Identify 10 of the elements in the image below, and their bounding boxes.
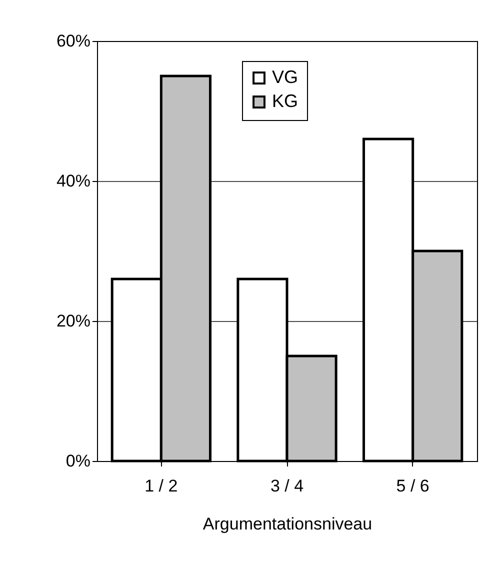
y-tick-label: 40%	[56, 172, 90, 190]
x-axis-title: Argumentationsniveau	[202, 514, 372, 534]
y-tick-label: 20%	[56, 312, 90, 330]
y-tick-label: 0%	[66, 452, 90, 470]
x-tick-label: 5 / 6	[396, 476, 430, 496]
legend-label: VG	[272, 67, 298, 87]
x-tick-label: 1 / 2	[144, 476, 178, 496]
x-tick-label: 3 / 4	[270, 476, 304, 496]
legend-label: KG	[272, 91, 298, 111]
y-tick-label: 60%	[56, 32, 90, 50]
